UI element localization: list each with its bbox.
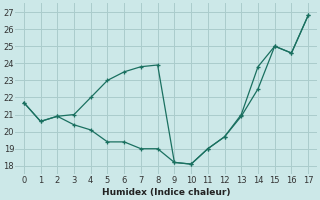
X-axis label: Humidex (Indice chaleur): Humidex (Indice chaleur) <box>102 188 230 197</box>
